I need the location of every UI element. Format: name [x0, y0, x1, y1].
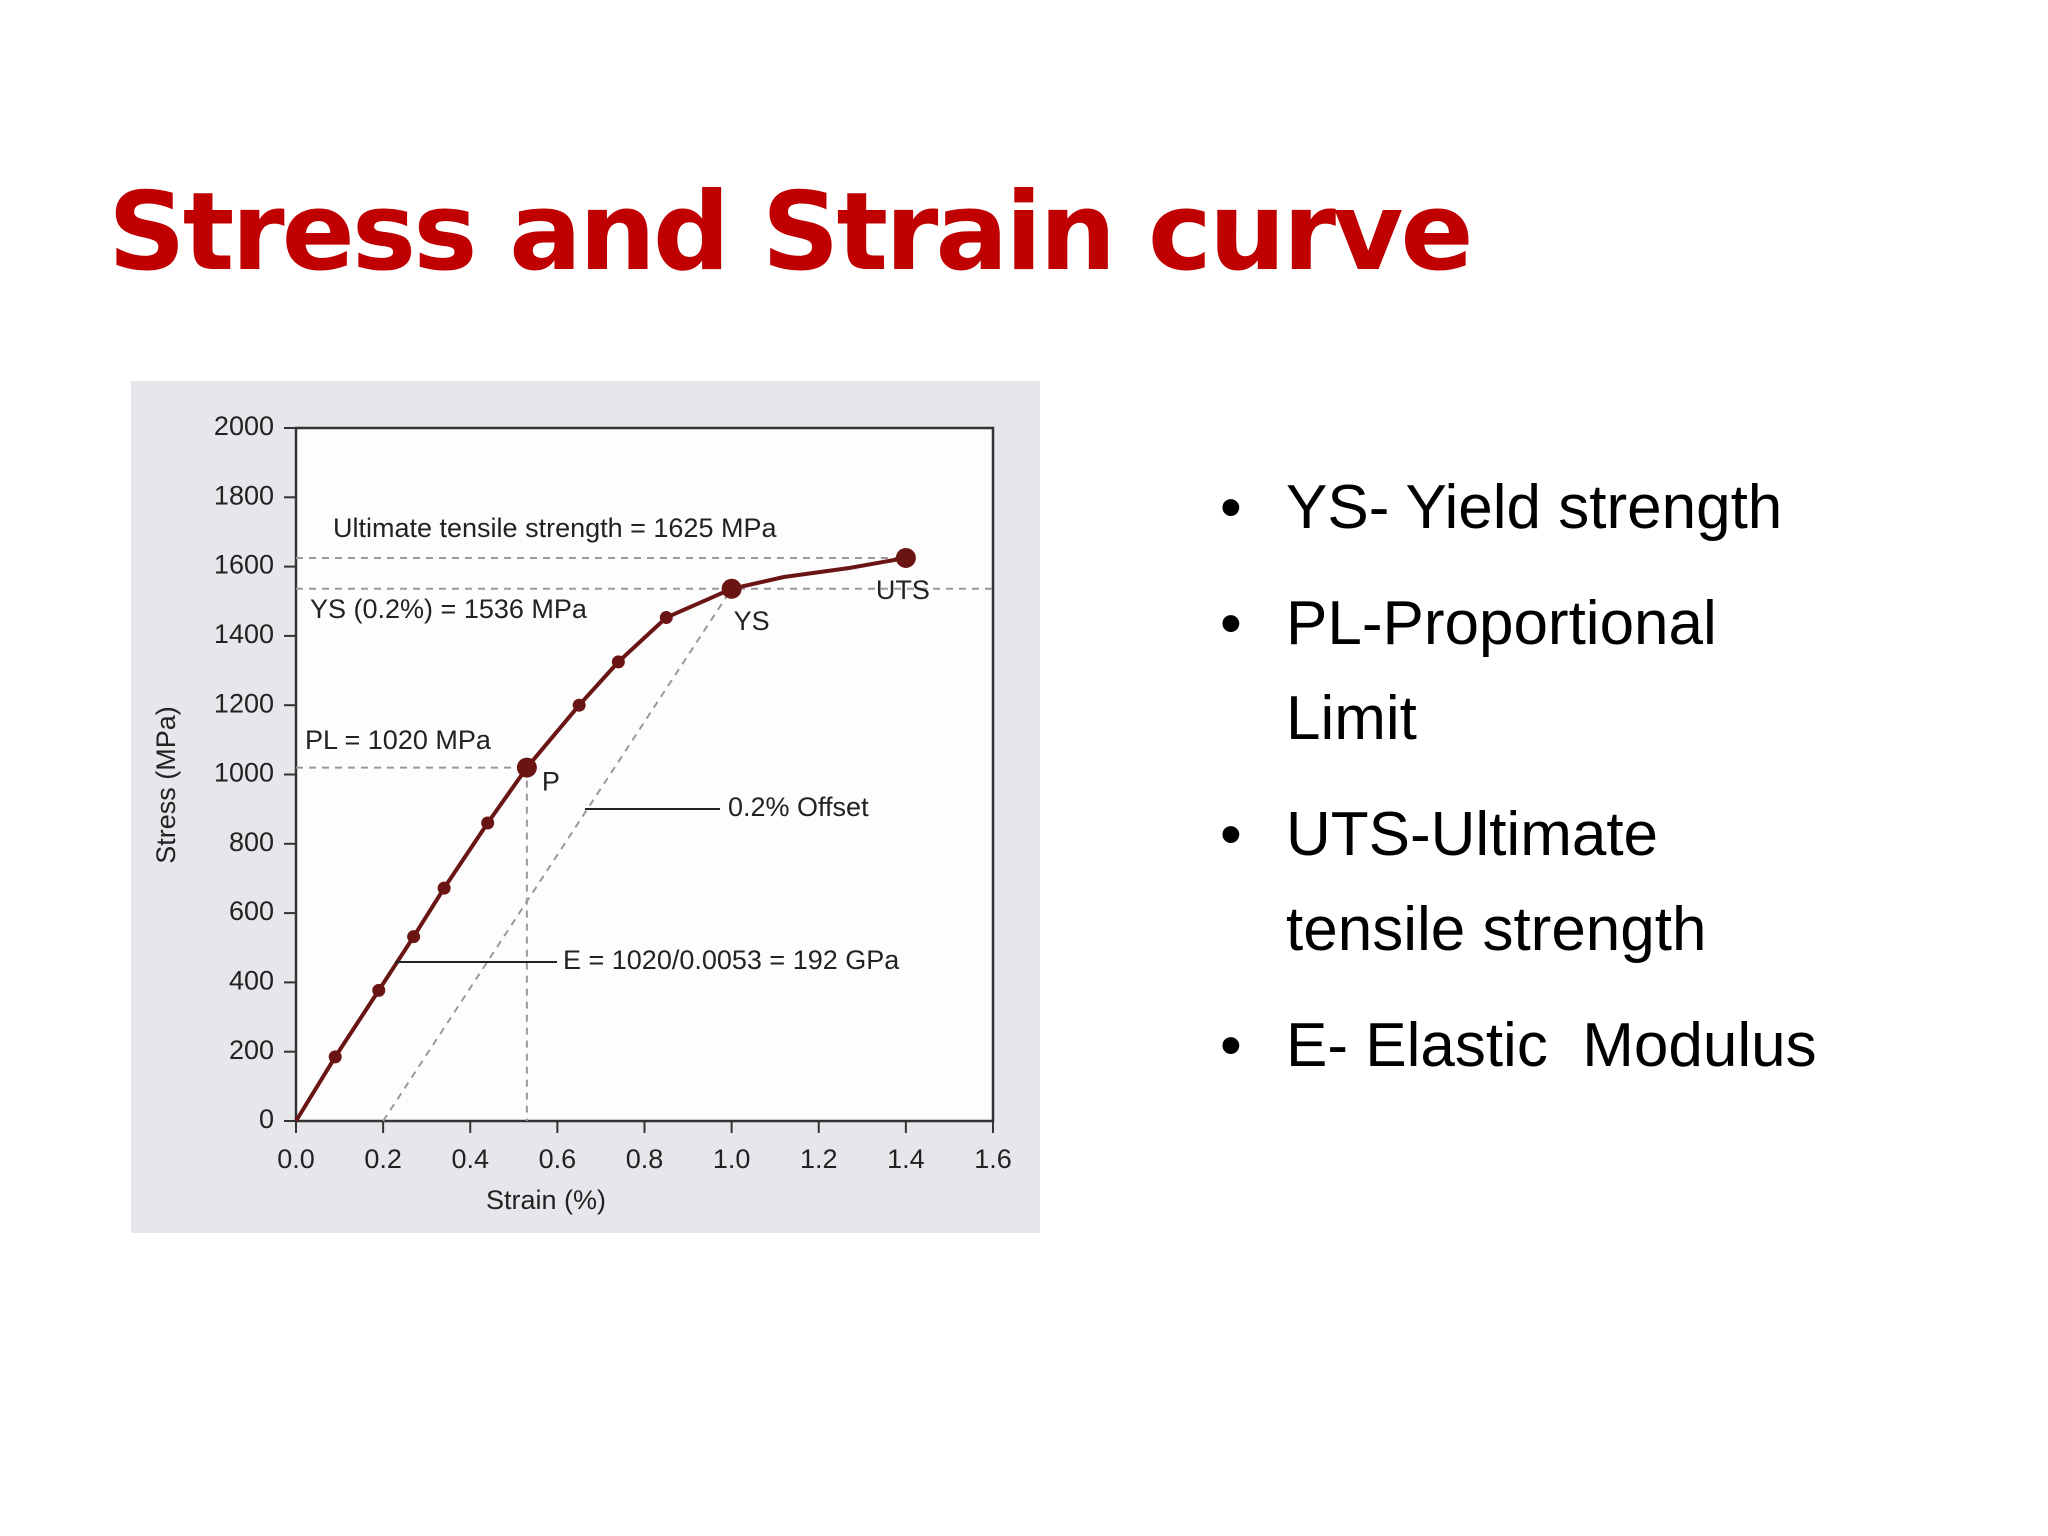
data-point [659, 611, 673, 625]
x-tick-label: 0.2 [364, 1144, 402, 1174]
x-tick-label: 1.0 [713, 1144, 751, 1174]
key-point-label: P [542, 767, 560, 797]
chart: Strain (%) Stress (MPa) 0 200 400 600 800 100… [131, 381, 1040, 1233]
key-point [721, 578, 742, 599]
y-tick-label: 600 [229, 896, 274, 926]
stress-strain-curve [294, 555, 907, 1123]
bullet: PL-Proportional Limit [1220, 576, 1840, 766]
y-tick-label: 400 [229, 966, 274, 996]
x-tick-label: 0.4 [451, 1144, 489, 1174]
key-point [895, 547, 916, 568]
key-point [516, 757, 537, 778]
annotation: PL = 1020 MPa [305, 725, 492, 755]
bullet: YS- Yield strength [1220, 460, 1840, 555]
data-point [372, 983, 386, 997]
annotation: Ultimate tensile strength = 1625 MPa [333, 513, 777, 543]
y-tick-label: 200 [229, 1035, 274, 1065]
y-tick-label: 0 [259, 1104, 274, 1134]
bullet-list: YS- Yield strength PL-Proportional Limit U… [1220, 460, 1840, 1114]
key-point-label: UTS [876, 575, 930, 605]
slide-title: Stress and Strain curve [108, 170, 1474, 295]
x-axis-label: Strain (%) [486, 1185, 606, 1215]
data-point [437, 881, 451, 895]
y-tick-label: 1000 [214, 758, 274, 788]
annotation: YS (0.2%) = 1536 MPa [310, 594, 588, 624]
y-tick-label: 1800 [214, 480, 274, 510]
bullet: UTS-Ultimate tensile strength [1220, 787, 1840, 977]
y-tick-label: 2000 [214, 411, 274, 441]
x-tick-label: 0.6 [539, 1144, 577, 1174]
data-point [481, 816, 495, 830]
x-tick-label: 0.0 [277, 1144, 315, 1174]
x-tick-label: 1.4 [887, 1144, 925, 1174]
y-tick-label: 1200 [214, 688, 274, 718]
offset-line [382, 588, 733, 1122]
y-tick-label: 1600 [214, 550, 274, 580]
data-point [407, 930, 421, 944]
annotation: E = 1020/0.0053 = 192 GPa [563, 945, 900, 975]
bullet: E- Elastic Modulus [1220, 998, 1840, 1093]
plot-area [294, 426, 995, 1123]
x-tick-label: 1.6 [974, 1144, 1012, 1174]
y-axis-label: Stress (MPa) [151, 706, 181, 864]
data-point [328, 1050, 342, 1064]
annotation: 0.2% Offset [728, 792, 869, 822]
data-point [572, 698, 586, 712]
key-point-label: YS [734, 606, 770, 636]
data-point [611, 655, 625, 669]
x-tick-label: 1.2 [800, 1144, 838, 1174]
x-tick-label: 0.8 [626, 1144, 664, 1174]
y-tick-label: 800 [229, 827, 274, 857]
y-tick-label: 1400 [214, 619, 274, 649]
